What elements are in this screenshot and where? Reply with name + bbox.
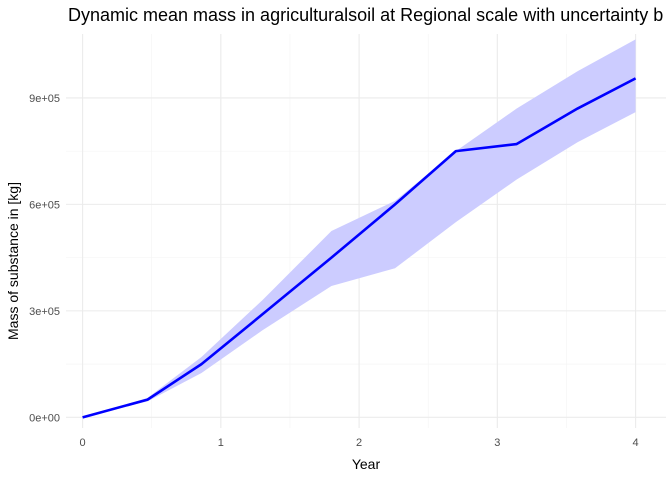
x-tick-label-4: 4 bbox=[633, 437, 639, 449]
x-tick-label-2: 2 bbox=[356, 437, 362, 449]
y-tick-label-2: 6e+05 bbox=[29, 199, 60, 211]
uncertainty-band-layer bbox=[82, 39, 636, 418]
y-tick-label-1: 3e+05 bbox=[29, 306, 60, 318]
x-tick-label-0: 0 bbox=[80, 437, 86, 449]
y-axis-label: Mass of substance in [kg] bbox=[5, 182, 21, 340]
x-tick-label-1: 1 bbox=[218, 437, 224, 449]
chart-title: Dynamic mean mass in agriculturalsoil at… bbox=[68, 5, 663, 25]
y-tick-label-3: 9e+05 bbox=[29, 93, 60, 105]
y-tick-labels: 0e+00 3e+05 6e+05 9e+05 bbox=[29, 93, 60, 424]
x-tick-label-3: 3 bbox=[494, 437, 500, 449]
mean-line-0 bbox=[82, 77, 637, 419]
mean-line-layer bbox=[82, 77, 637, 419]
uncertainty-band-0 bbox=[82, 39, 636, 418]
y-tick-label-0: 0e+00 bbox=[29, 412, 60, 424]
x-tick-labels: 0 1 2 3 4 bbox=[80, 437, 639, 449]
x-axis-label: Year bbox=[352, 456, 381, 472]
